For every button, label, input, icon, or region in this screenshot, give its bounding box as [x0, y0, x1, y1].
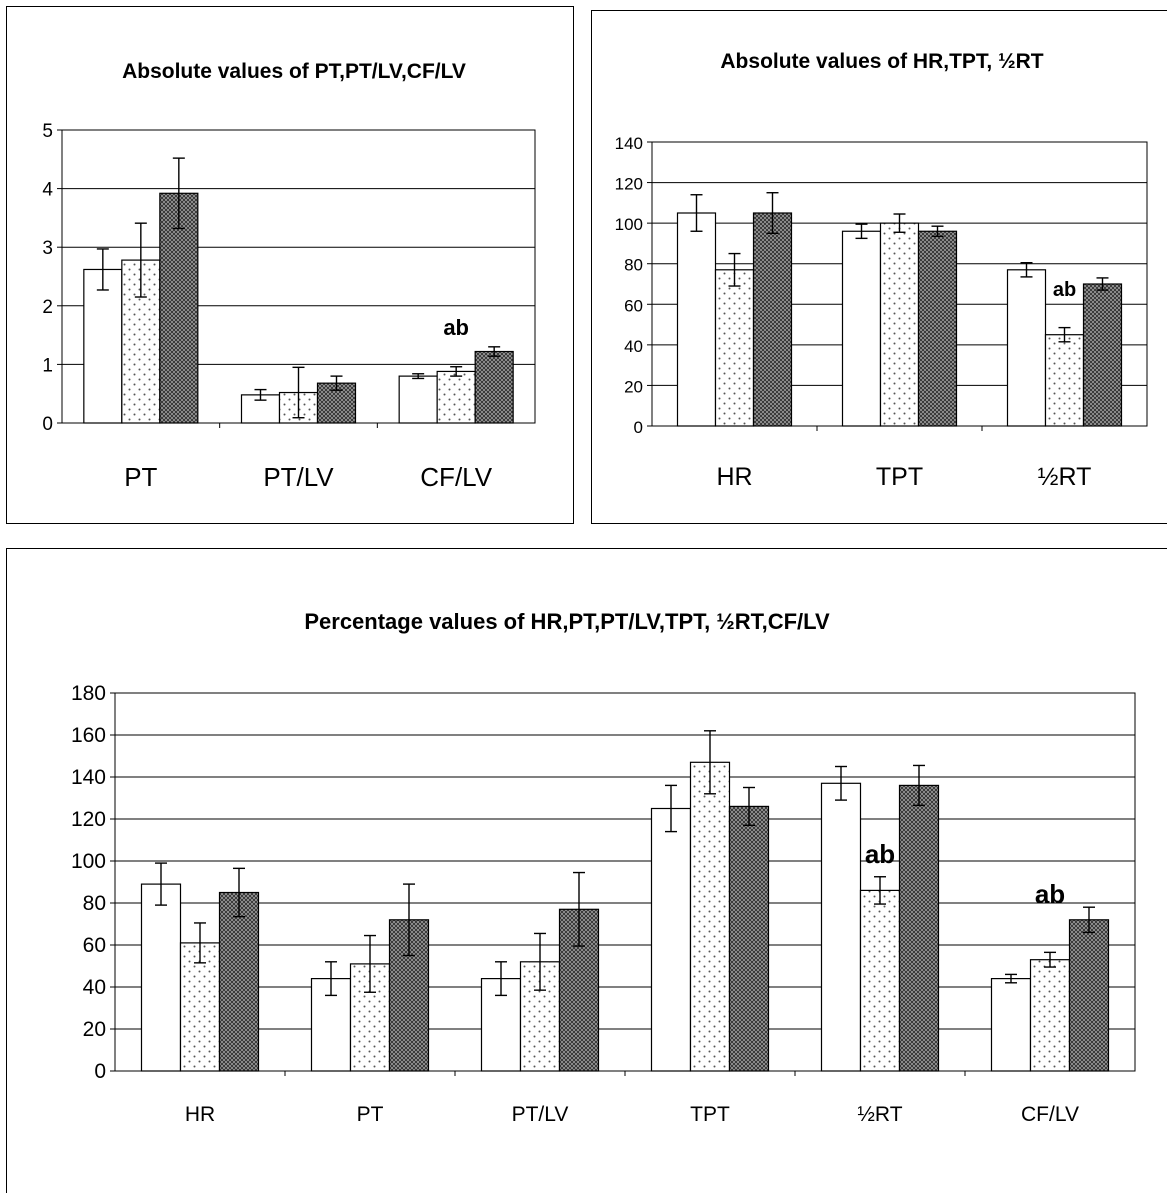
- chart-absolute-hr: Absolute values of HR,TPT, ½RT 0 20 40 60 80 1…: [615, 50, 1148, 491]
- y-tick-label: 5: [42, 121, 53, 142]
- bar: [1044, 334, 1085, 427]
- bar: [676, 212, 717, 427]
- y-tick-label: 40: [83, 976, 106, 999]
- significance-annotation: ab: [1053, 279, 1076, 301]
- significance-annotation: ab: [1035, 879, 1065, 909]
- significance-annotation: ab: [443, 315, 469, 340]
- x-category-label: ½RT: [857, 1103, 902, 1126]
- x-category-label: CF/LV: [420, 462, 492, 492]
- plot-area: [114, 692, 1136, 1072]
- x-category-label: PT/LV: [512, 1103, 569, 1126]
- y-tick-label: 120: [615, 175, 643, 194]
- y-tick-label: 180: [71, 682, 106, 705]
- x-category-label: ½RT: [1038, 463, 1092, 491]
- y-tick-label: 0: [94, 1060, 106, 1083]
- y-tick-label: 0: [42, 414, 53, 435]
- x-category-label: TPT: [876, 463, 923, 491]
- chart-title: Absolute values of PT,PT/LV,CF/LV: [122, 60, 466, 83]
- x-category-label: CF/LV: [1021, 1103, 1079, 1126]
- x-category-label: HR: [185, 1103, 215, 1126]
- y-tick-label: 40: [624, 337, 643, 356]
- chart-percentage: Percentage values of HR,PT,PT/LV,TPT, ½R…: [71, 609, 1136, 1126]
- y-tick-label: 120: [71, 808, 106, 831]
- bar: [728, 805, 770, 1072]
- bar: [1006, 269, 1047, 427]
- bar: [398, 375, 438, 424]
- bar: [917, 230, 958, 427]
- bar: [714, 269, 755, 427]
- y-tick-label: 140: [615, 134, 643, 153]
- chart-absolute-pt: Absolute values of PT,PT/LV,CF/LV 0 1 2 3 4 5 P…: [42, 60, 536, 492]
- bar: [650, 807, 692, 1072]
- x-category-label: PT/LV: [263, 462, 334, 492]
- y-tick-label: 4: [42, 180, 53, 201]
- y-tick-label: 20: [624, 377, 643, 396]
- bar: [310, 978, 352, 1072]
- chart-panel-percentage: Percentage values of HR,PT,PT/LV,TPT, ½R…: [6, 548, 1167, 1193]
- y-tick-label: 140: [71, 766, 106, 789]
- bar: [1029, 959, 1071, 1072]
- bar: [859, 889, 901, 1072]
- bar: [752, 212, 793, 427]
- y-tick-label: 0: [634, 418, 643, 437]
- y-tick-label: 60: [624, 296, 643, 315]
- x-category-label: HR: [716, 463, 752, 491]
- bar: [140, 883, 182, 1072]
- bar: [159, 192, 199, 424]
- bar: [898, 784, 940, 1072]
- y-tick-label: 100: [615, 215, 643, 234]
- chart-title: Absolute values of HR,TPT, ½RT: [720, 50, 1043, 73]
- y-tick-label: 100: [71, 850, 106, 873]
- y-tick-label: 80: [83, 892, 106, 915]
- y-tick-label: 160: [71, 724, 106, 747]
- bar: [218, 891, 260, 1072]
- chart-title: Percentage values of HR,PT,PT/LV,TPT, ½R…: [304, 609, 830, 634]
- x-category-label: PT: [357, 1103, 384, 1126]
- x-category-label: TPT: [690, 1103, 730, 1126]
- bar: [689, 761, 731, 1072]
- bar: [990, 978, 1032, 1072]
- chart-panel-absolute-hr: Absolute values of HR,TPT, ½RT 0 20 40 60 80 1…: [591, 10, 1167, 524]
- bar: [841, 230, 882, 427]
- y-tick-label: 60: [83, 934, 106, 957]
- bar: [879, 222, 920, 427]
- bar: [436, 370, 476, 424]
- y-tick-label: 80: [624, 256, 643, 275]
- chart-panel-absolute-pt: Absolute values of PT,PT/LV,CF/LV 0 1 2 3 4 5 P…: [6, 6, 574, 524]
- y-tick-label: 20: [83, 1018, 106, 1041]
- x-category-label: PT: [124, 462, 157, 492]
- y-tick-label: 3: [42, 238, 53, 259]
- y-tick-label: 1: [42, 355, 53, 376]
- bar: [1082, 283, 1123, 427]
- bar: [1068, 919, 1110, 1072]
- y-tick-label: 2: [42, 297, 53, 318]
- bar: [83, 268, 123, 424]
- bar: [474, 350, 514, 424]
- significance-annotation: ab: [865, 839, 895, 869]
- bar: [820, 782, 862, 1072]
